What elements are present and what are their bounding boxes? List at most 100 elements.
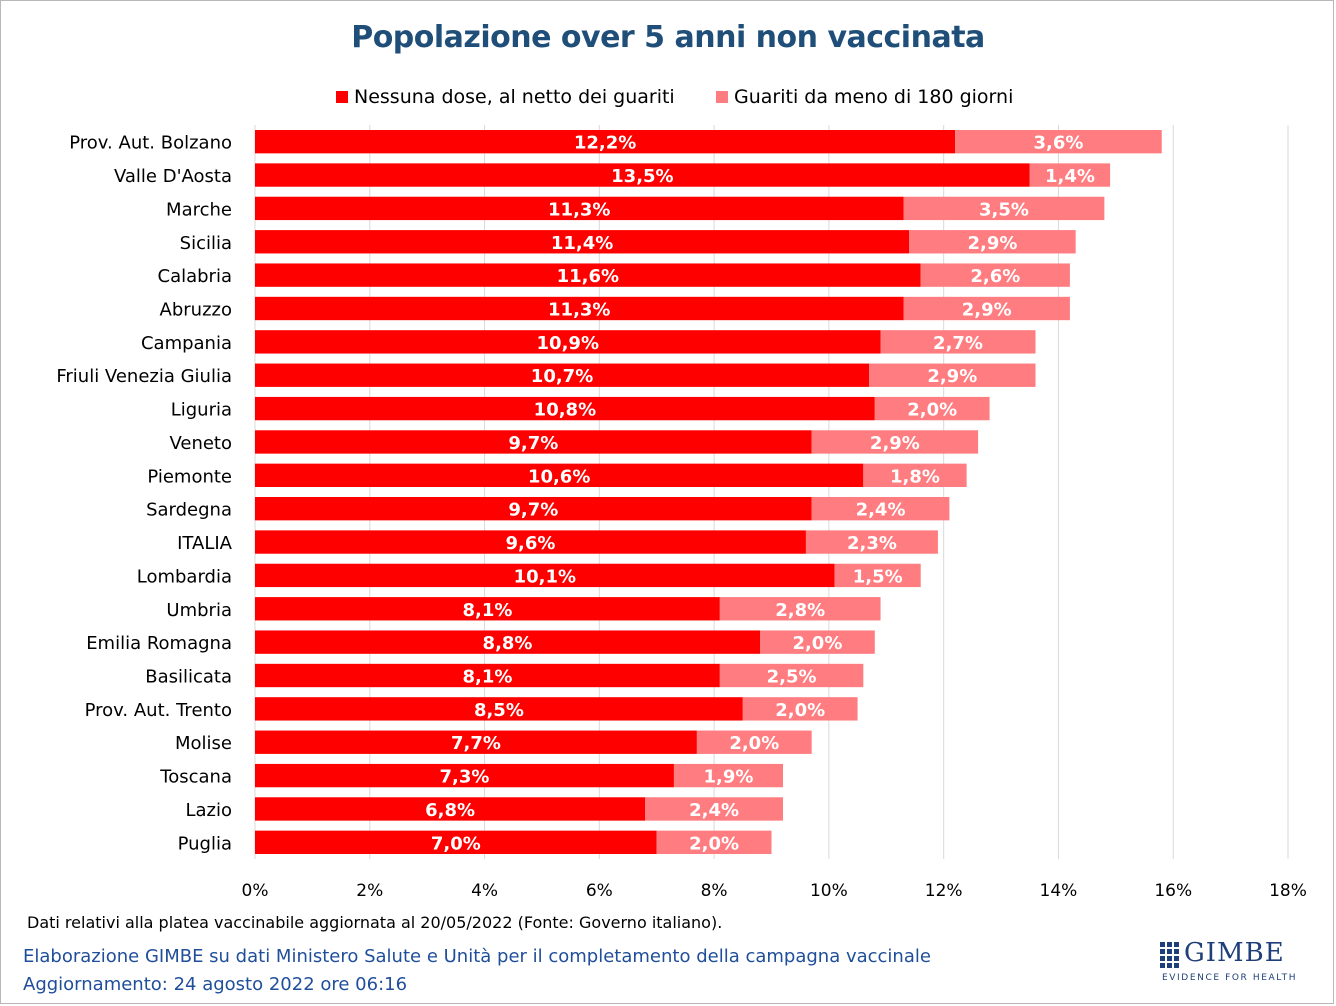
bar-series1: [255, 163, 1030, 187]
data-label-series1: 11,6%: [557, 266, 619, 287]
x-tick-label: 10%: [810, 881, 848, 901]
gimbe-logo: GIMBE EVIDENCE FOR HEALTH: [1160, 938, 1300, 990]
category-label: Friuli Venezia Giulia: [56, 366, 232, 387]
x-tick-label: 14%: [1040, 881, 1078, 901]
data-label-series2: 2,3%: [847, 533, 897, 554]
bar-series1: [255, 330, 881, 354]
chart-legend: Nessuna dose, al netto dei guariti Guari…: [0, 86, 1336, 112]
bar-series2: [805, 530, 938, 554]
bar-series2: [656, 830, 772, 854]
data-label-series2: 2,7%: [933, 333, 983, 354]
bar-series2: [719, 663, 864, 688]
category-label: Liguria: [171, 400, 232, 421]
category-label: Umbria: [166, 600, 232, 621]
data-label-series2: 2,9%: [962, 300, 1012, 321]
bar-series1: [255, 497, 812, 521]
data-label-series1: 8,1%: [462, 667, 512, 688]
bar-series2: [645, 797, 783, 821]
bar-series1: [255, 563, 835, 588]
category-label: Sardegna: [146, 500, 232, 521]
data-label-series2: 1,4%: [1045, 166, 1095, 187]
category-label: Calabria: [158, 266, 233, 287]
data-label-series1: 9,7%: [508, 433, 558, 454]
data-label-series2: 1,5%: [853, 566, 903, 587]
bar-series2: [811, 430, 979, 454]
bar-series1: [255, 463, 864, 487]
x-tick-label: 18%: [1269, 881, 1307, 901]
legend-item-series1: Nessuna dose, al netto dei guariti: [336, 86, 675, 108]
footer-note: Dati relativi alla platea vaccinabile ag…: [27, 913, 723, 932]
data-label-series2: 2,8%: [775, 600, 825, 621]
category-label: Veneto: [169, 433, 232, 454]
data-label-series2: 2,0%: [729, 733, 779, 754]
category-label: Emilia Romagna: [86, 633, 232, 654]
category-label: Sicilia: [180, 233, 232, 254]
category-label: Piemonte: [147, 466, 232, 487]
legend-swatch-series1: [336, 91, 348, 103]
data-label-series1: 10,7%: [531, 366, 593, 387]
data-label-series1: 8,5%: [474, 700, 524, 721]
data-label-series1: 7,3%: [440, 767, 490, 788]
data-label-series2: 2,9%: [870, 433, 920, 454]
bar-series1: [255, 196, 904, 221]
legend-swatch-series2: [716, 91, 728, 103]
bar-series1: [255, 130, 956, 154]
data-label-series1: 9,7%: [508, 500, 558, 521]
bar-series1: [255, 830, 657, 854]
footer-update: Aggiornamento: 24 agosto 2022 ore 06:16: [23, 974, 408, 995]
x-tick-label: 4%: [471, 881, 498, 901]
bar-series1: [255, 430, 812, 454]
bar-series2: [811, 497, 950, 521]
data-label-series1: 10,8%: [534, 400, 596, 421]
x-tick-label: 12%: [925, 881, 963, 901]
data-label-series2: 2,5%: [767, 667, 817, 688]
bar-series2: [673, 763, 783, 788]
bar-series2: [1029, 163, 1111, 187]
data-label-series1: 11,4%: [551, 233, 613, 254]
bar-series1: [255, 697, 743, 721]
bar-series2: [903, 196, 1105, 221]
category-label: Prov. Aut. Trento: [85, 700, 232, 721]
bar-series1: [255, 230, 910, 254]
legend-label-series1: Nessuna dose, al netto dei guariti: [354, 86, 675, 108]
data-label-series1: 13,5%: [611, 166, 673, 187]
category-label: Campania: [141, 333, 232, 354]
data-label-series2: 2,9%: [967, 233, 1017, 254]
data-label-series2: 2,0%: [775, 700, 825, 721]
bar-series1: [255, 530, 806, 554]
data-label-series1: 7,0%: [431, 833, 481, 854]
x-tick-label: 6%: [586, 881, 613, 901]
legend-item-series2: Guariti da meno di 180 giorni: [716, 86, 1013, 108]
legend-label-series2: Guariti da meno di 180 giorni: [734, 86, 1014, 108]
data-label-series2: 2,9%: [927, 366, 977, 387]
data-label-series2: 2,4%: [689, 800, 739, 821]
bar-series2: [834, 563, 921, 588]
category-label: Valle D'Aosta: [114, 166, 232, 187]
category-label: ITALIA: [177, 533, 233, 554]
data-label-series2: 2,6%: [970, 266, 1020, 287]
data-label-series1: 10,9%: [537, 333, 599, 354]
bar-series1: [255, 263, 921, 287]
bar-series1: [255, 663, 720, 688]
bar-chart: 0% 2% 4% 6% 8% 10% 12% 14% 16% 18% 12,2% 3,6% Prov. …: [56, 125, 1307, 901]
category-label: Abruzzo: [160, 300, 232, 321]
footer-credit: Elaborazione GIMBE su dati Ministero Sal…: [23, 946, 931, 967]
data-label-series1: 7,7%: [451, 733, 501, 754]
category-label: Molise: [175, 733, 232, 754]
bar-series1: [255, 597, 720, 621]
bar-series2: [760, 630, 875, 654]
data-label-series1: 11,3%: [548, 199, 610, 220]
data-label-series1: 6,8%: [425, 800, 475, 821]
data-label-series2: 1,8%: [890, 466, 940, 487]
bar-series2: [869, 363, 1036, 387]
x-tick-label: 2%: [356, 881, 383, 901]
logo-name: GIMBE: [1184, 938, 1285, 968]
data-label-series2: 3,6%: [1033, 133, 1083, 154]
chart-title: Popolazione over 5 anni non vaccinata: [351, 20, 985, 55]
bar-series2: [696, 730, 812, 754]
category-label: Lombardia: [137, 566, 232, 587]
category-label: Marche: [166, 199, 232, 220]
bar-series2: [863, 463, 967, 487]
bar-series2: [955, 130, 1162, 154]
bar-series2: [903, 296, 1070, 321]
